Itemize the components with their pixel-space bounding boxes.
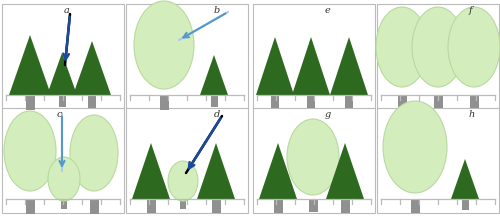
Polygon shape [330, 37, 368, 95]
Bar [274, 199, 282, 213]
Bar [377, 108, 499, 213]
Bar [398, 95, 406, 108]
Bar [90, 199, 98, 214]
Text: a: a [64, 6, 70, 15]
Text: e: e [325, 6, 331, 15]
Text: b: b [214, 6, 220, 15]
Bar [308, 199, 318, 212]
Bar [2, 4, 124, 109]
Bar [462, 199, 468, 210]
Text: h: h [469, 110, 475, 119]
Polygon shape [292, 37, 330, 95]
Bar [26, 199, 35, 214]
Ellipse shape [134, 1, 194, 89]
Text: f: f [469, 6, 472, 15]
Polygon shape [132, 143, 170, 199]
Ellipse shape [376, 7, 428, 87]
Ellipse shape [4, 111, 56, 191]
Ellipse shape [48, 157, 80, 201]
Polygon shape [73, 41, 111, 95]
Bar [345, 95, 353, 108]
Bar [126, 4, 248, 109]
Polygon shape [256, 37, 294, 95]
Polygon shape [200, 55, 228, 95]
Bar [212, 199, 220, 213]
Bar [377, 4, 499, 109]
Bar [26, 95, 35, 110]
Bar [210, 95, 218, 107]
Text: g: g [325, 110, 331, 119]
Polygon shape [451, 159, 479, 199]
Text: d: d [214, 110, 220, 119]
Bar [88, 95, 96, 108]
Bar [253, 108, 375, 213]
Bar [61, 199, 67, 209]
Bar [126, 108, 248, 213]
Bar [2, 108, 124, 213]
Polygon shape [9, 35, 51, 95]
Ellipse shape [383, 101, 447, 193]
Ellipse shape [448, 7, 500, 87]
Polygon shape [197, 143, 235, 199]
Bar [58, 95, 66, 107]
Polygon shape [259, 143, 297, 199]
Text: c: c [57, 110, 62, 119]
Bar [470, 95, 478, 108]
Ellipse shape [168, 161, 198, 201]
Ellipse shape [70, 115, 118, 191]
Bar [340, 199, 349, 213]
Ellipse shape [412, 7, 464, 87]
Bar [160, 95, 168, 110]
Bar [146, 199, 156, 213]
Polygon shape [326, 143, 364, 199]
Polygon shape [47, 53, 77, 95]
Ellipse shape [287, 119, 339, 195]
Bar [180, 199, 186, 209]
Bar [271, 95, 279, 108]
Bar [307, 95, 315, 108]
Bar [253, 4, 375, 109]
Bar [434, 95, 442, 108]
Bar [410, 199, 420, 213]
